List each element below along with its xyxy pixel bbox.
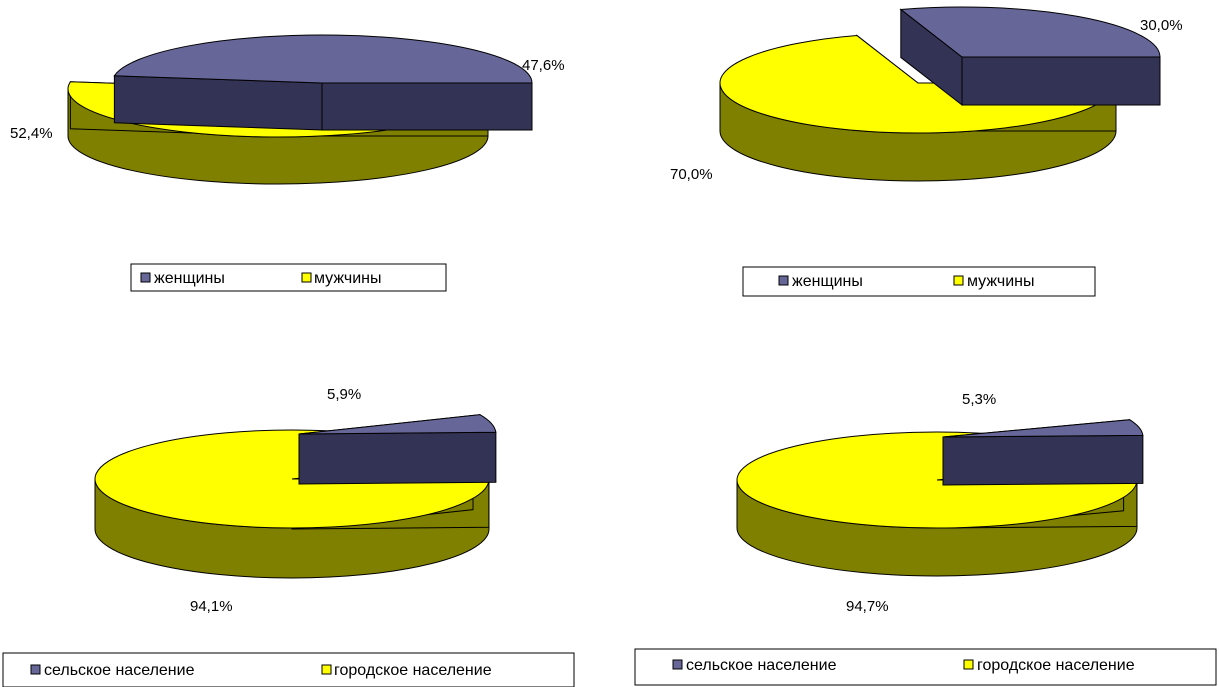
pie-3-label-rural: 5,9%: [327, 386, 361, 403]
slice-cut-сельское население: [298, 431, 497, 485]
legend-label-women: женщины: [154, 270, 225, 287]
legend-label-rural: сельское население: [44, 662, 195, 679]
pie-2-label-men: 70,0%: [670, 166, 713, 183]
legend-swatch-urban: [963, 659, 974, 670]
legend-swatch-rural: [30, 664, 41, 675]
slice-top-мужчины: [719, 34, 1117, 134]
pie-2-legend: женщины мужчины: [742, 266, 1096, 297]
slice-top-сельское население: [298, 414, 497, 435]
slice-cut-женщины: [113, 75, 323, 131]
legend-label-men: мужчины: [967, 273, 1035, 290]
pie-chart-3: 5,9% 94,1% сельское население городское …: [2, 386, 575, 687]
pie-4-slices: [736, 419, 1144, 577]
legend-swatch-men: [953, 275, 964, 286]
legend-label-rural: сельское население: [686, 657, 837, 674]
pie-2-label-women: 30,0%: [1140, 17, 1183, 34]
pie-4-label-urban: 94,7%: [846, 598, 889, 615]
legend-box: [130, 263, 447, 292]
pie-1-slices: [67, 34, 533, 185]
legend-label-men: мужчины: [314, 270, 382, 287]
slice-cut-сельское население: [942, 434, 1144, 486]
pie-4-label-rural: 5,3%: [962, 391, 996, 408]
pie-chart-1: 47,6% 52,4% женщины мужчины: [10, 34, 565, 292]
slice-cut-женщины: [321, 82, 533, 131]
pie-3-slices: [94, 414, 497, 579]
pie-chart-4: 5,3% 94,7% сельское население городское …: [634, 391, 1217, 686]
legend-swatch-women: [140, 272, 151, 283]
slice-top-сельское население: [942, 419, 1144, 438]
pie-1-label-men: 52,4%: [10, 125, 53, 142]
legend-box: [2, 652, 575, 687]
legend-box: [742, 266, 1096, 297]
pie-3-legend: сельское население городское население: [2, 652, 575, 687]
legend-swatch-women: [778, 275, 789, 286]
legend-label-women: женщины: [792, 273, 863, 290]
pie-4-legend: сельское население городское население: [634, 648, 1217, 686]
pie-3-label-urban: 94,1%: [190, 598, 233, 615]
pie-chart-2: 30,0% 70,0% женщины мужчины: [670, 6, 1183, 297]
legend-swatch-rural: [672, 659, 683, 670]
legend-swatch-urban: [321, 664, 332, 675]
slice-top-женщины: [113, 34, 533, 84]
pie-1-legend: женщины мужчины: [130, 263, 447, 292]
legend-swatch-men: [301, 272, 312, 283]
legend-label-urban: городское население: [334, 662, 492, 679]
legend-box: [634, 648, 1217, 686]
legend-label-urban: городское население: [977, 657, 1135, 674]
slice-cut-женщины: [961, 56, 1161, 106]
pie-2-slices: [719, 6, 1161, 182]
pie-1-label-women: 47,6%: [522, 57, 565, 74]
slice-top-женщины: [899, 6, 1161, 58]
